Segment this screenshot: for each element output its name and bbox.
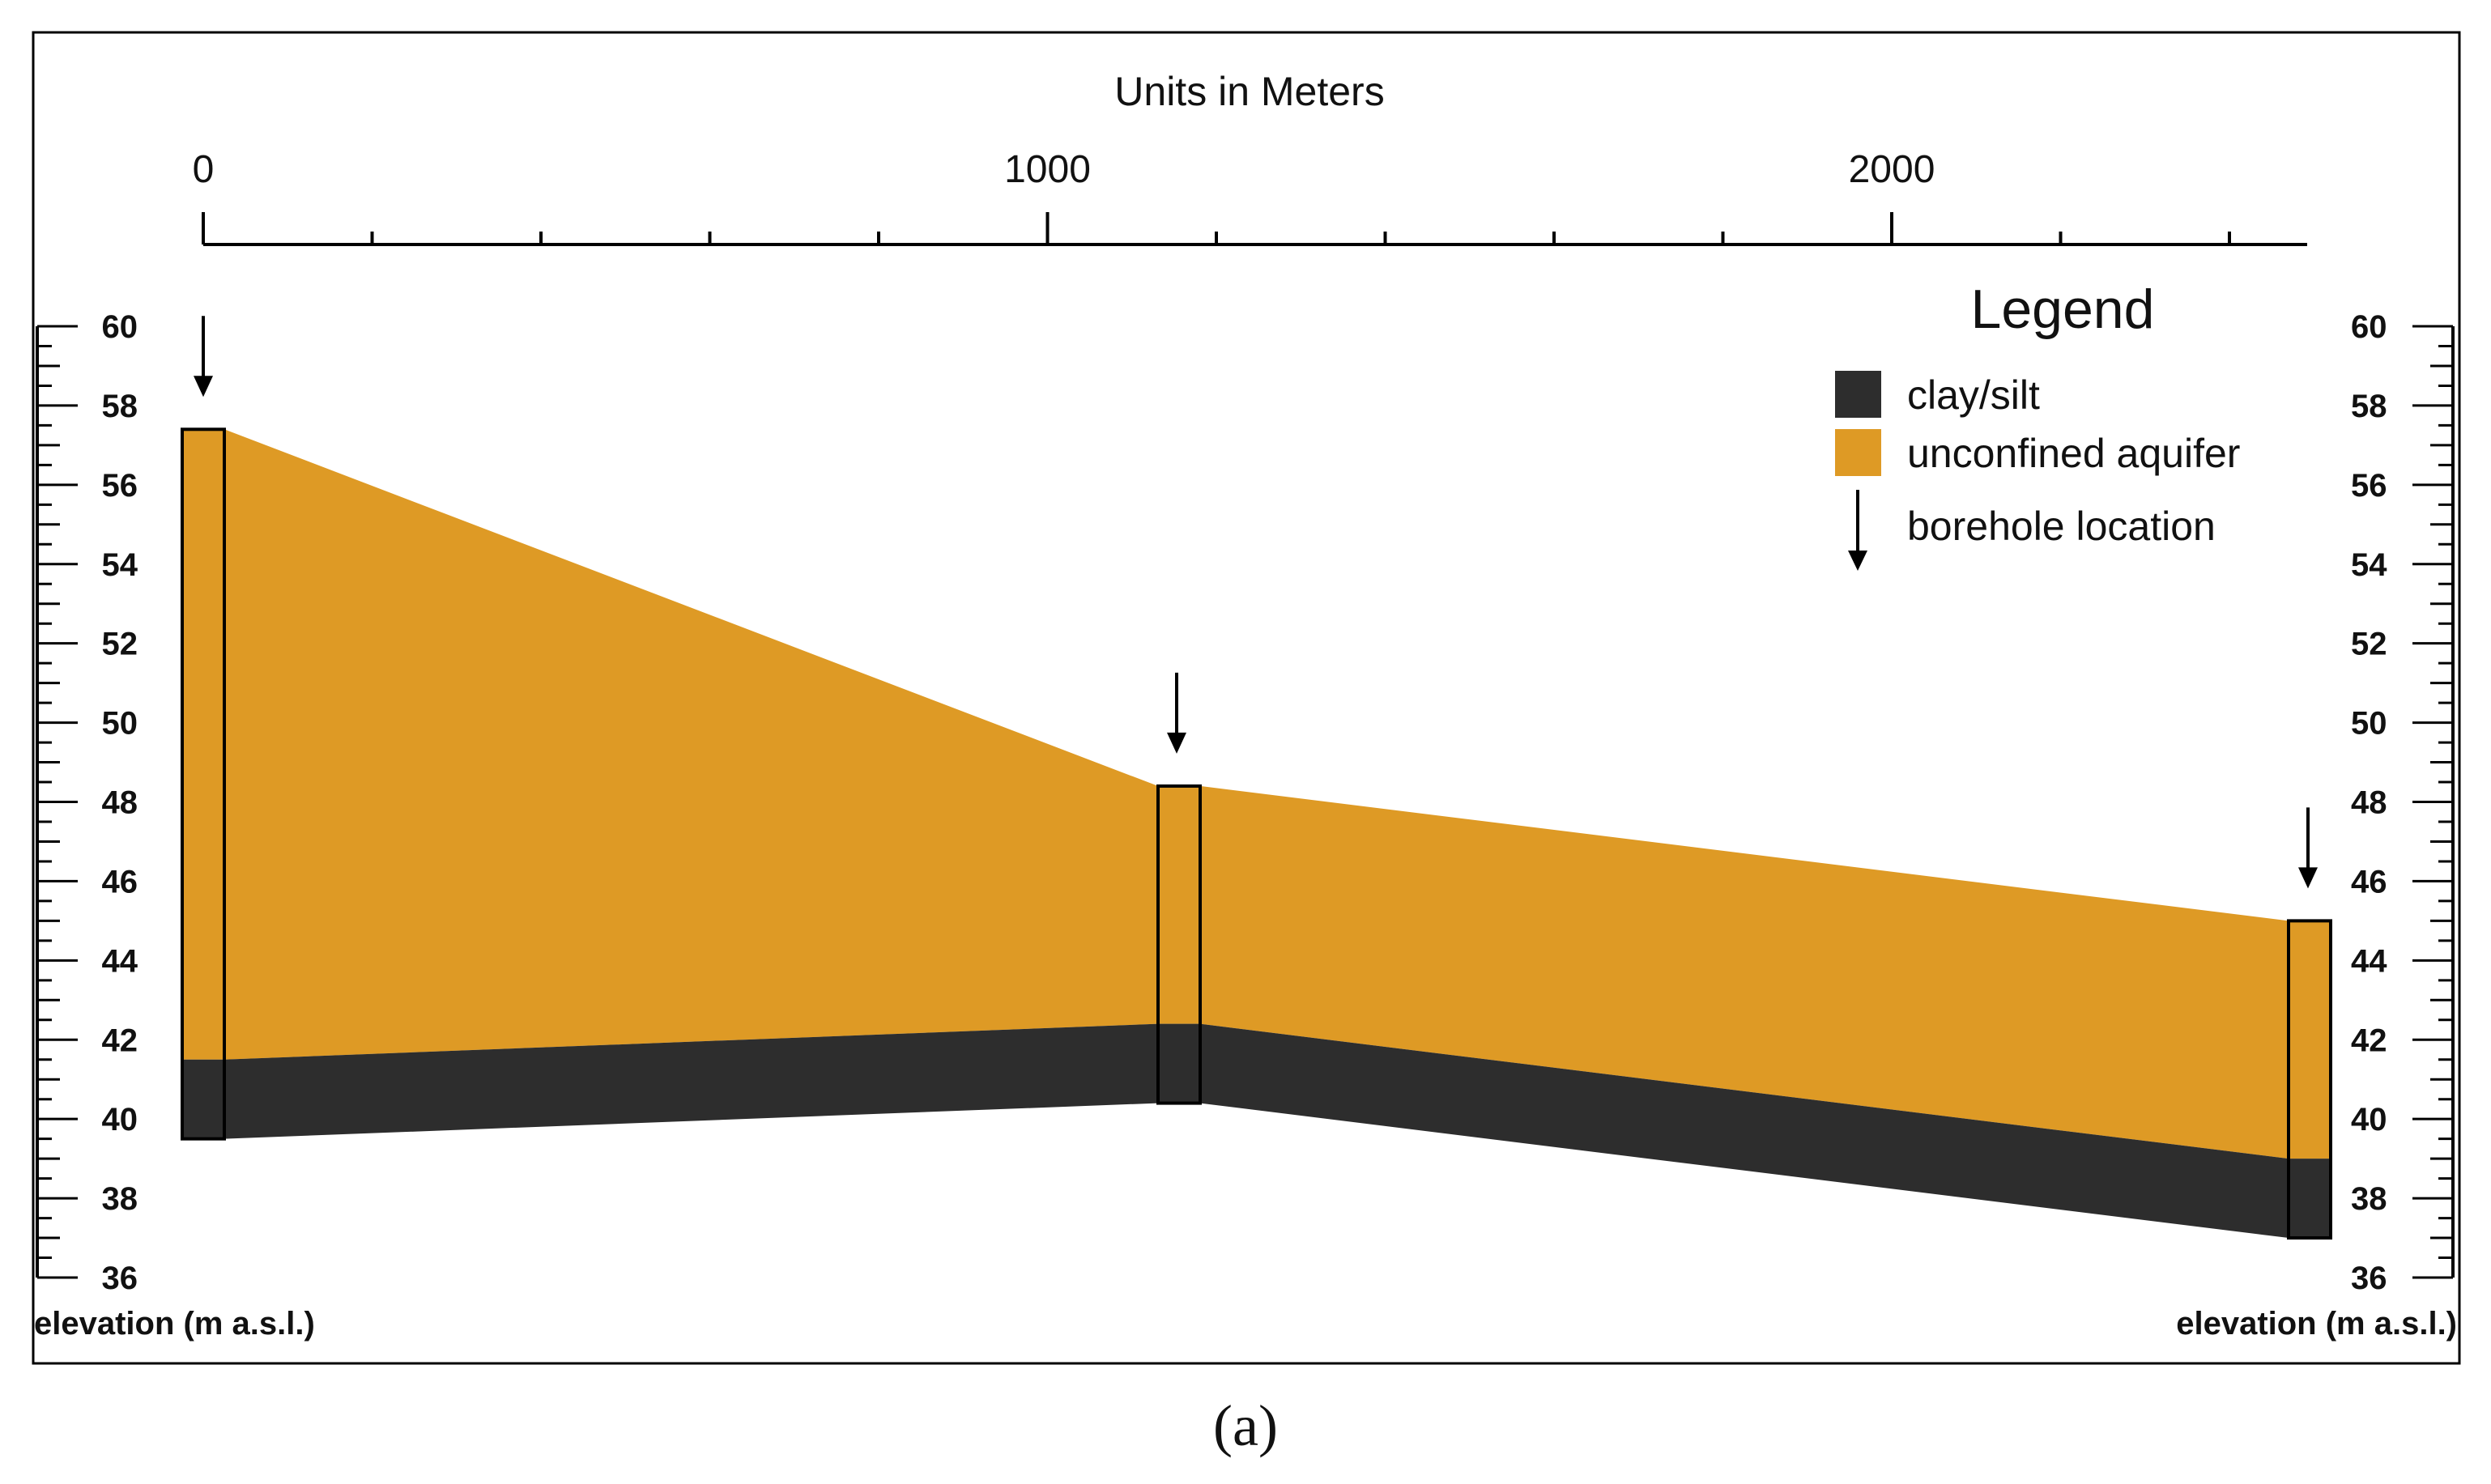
- elevation-tick-label: 60: [2351, 309, 2387, 345]
- elevation-tick-label: 36: [2351, 1261, 2387, 1296]
- left-elevation-axis: 60 58 56 54 52 50 48 46 44 42 40 38 36: [36, 309, 138, 1296]
- elevation-tick-label: 40: [2351, 1102, 2387, 1137]
- legend-swatch-aquifer: [1835, 429, 1881, 476]
- aquifer-layer: [182, 429, 2331, 1159]
- elevation-tick-label: 54: [102, 547, 138, 583]
- elevation-tick-label: 40: [102, 1102, 138, 1137]
- distance-scale-bar: 0 1000 2000: [193, 148, 2307, 246]
- down-arrow-icon: [1848, 490, 1867, 571]
- elevation-tick-label: 50: [102, 706, 138, 742]
- legend: Legend clay/silt unconfined aquifer bore…: [1835, 279, 2240, 571]
- elevation-tick-label: 56: [2351, 468, 2387, 504]
- stratigraphy-layers: [182, 429, 2331, 1239]
- right-axis-label: elevation (m a.s.l.): [2176, 1306, 2457, 1342]
- elevation-tick-label: 42: [2351, 1023, 2387, 1058]
- borehole-arrow-icon: [194, 316, 213, 398]
- elevation-tick-label: 48: [102, 785, 138, 821]
- figure-caption: (a): [1213, 1393, 1278, 1458]
- legend-label-clay: clay/silt: [1907, 372, 2040, 418]
- borehole-arrows: [194, 316, 2318, 889]
- borehole-arrow-icon: [1167, 672, 1186, 754]
- scale-label: 0: [193, 148, 215, 191]
- elevation-tick-label: 46: [2351, 864, 2387, 899]
- clay-layer: [182, 1023, 2331, 1239]
- elevation-tick-label: 50: [2351, 706, 2387, 742]
- elevation-tick-label: 52: [2351, 627, 2387, 662]
- elevation-tick-label: 54: [2351, 547, 2387, 583]
- borehole-column: [1156, 784, 1202, 1105]
- elevation-tick-label: 38: [2351, 1181, 2387, 1217]
- legend-title: Legend: [1971, 279, 2155, 340]
- elevation-tick-label: 52: [102, 627, 138, 662]
- left-axis-label: elevation (m a.s.l.): [34, 1306, 315, 1342]
- elevation-tick-label: 36: [102, 1261, 138, 1296]
- legend-label-aquifer: unconfined aquifer: [1907, 431, 2240, 476]
- borehole-columns: [181, 427, 2332, 1240]
- elevation-tick-label: 44: [102, 943, 138, 979]
- scale-label: 2000: [1849, 148, 1935, 191]
- elevation-tick-label: 38: [102, 1181, 138, 1217]
- borehole-column: [2287, 919, 2332, 1240]
- elevation-tick-label: 48: [2351, 785, 2387, 821]
- elevation-tick-label: 58: [2351, 389, 2387, 424]
- right-elevation-axis: 60 58 56 54 52 50 48 46 44 42 40 38 36: [2351, 309, 2455, 1296]
- scale-title: Units in Meters: [1114, 69, 1384, 114]
- elevation-tick-label: 42: [102, 1023, 138, 1058]
- elevation-tick-label: 56: [102, 468, 138, 504]
- elevation-tick-label: 60: [102, 309, 138, 345]
- scale-label: 1000: [1004, 148, 1091, 191]
- legend-swatch-clay: [1835, 371, 1881, 418]
- borehole-arrow-icon: [2298, 807, 2318, 889]
- legend-label-borehole: borehole location: [1907, 504, 2216, 549]
- borehole-column: [181, 427, 226, 1141]
- elevation-tick-label: 58: [102, 389, 138, 424]
- elevation-tick-label: 44: [2351, 943, 2387, 979]
- elevation-tick-label: 46: [102, 864, 138, 899]
